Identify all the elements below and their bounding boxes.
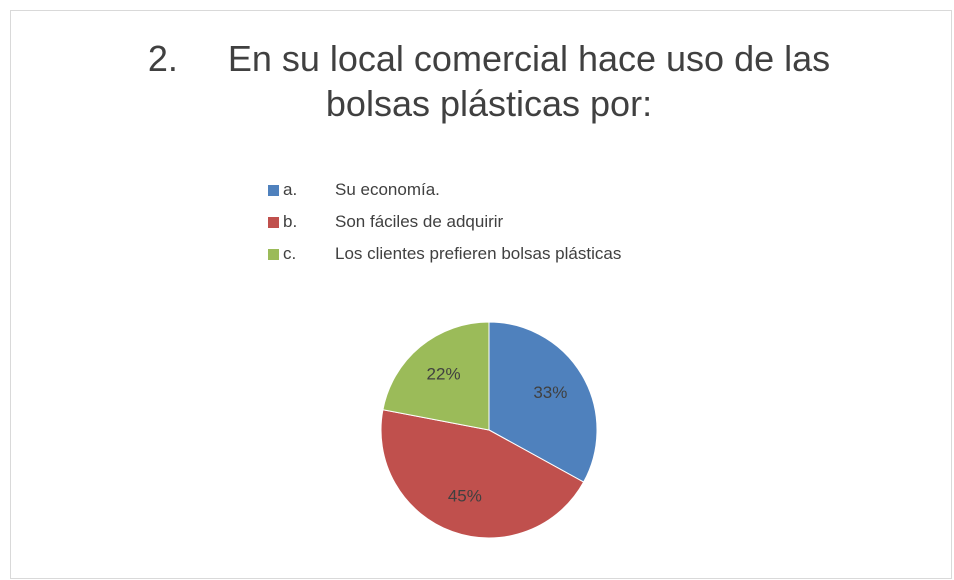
legend-label: b. Son fáciles de adquirir <box>283 212 504 231</box>
data-label: 33% <box>533 383 567 402</box>
legend-item: b. Son fáciles de adquirir <box>268 212 503 232</box>
legend-item: a. Su economía. <box>268 180 440 200</box>
legend-swatch <box>268 216 279 228</box>
chart-title: 2. En su local comercial hace uso de las… <box>147 38 841 124</box>
data-label: 45% <box>448 487 482 506</box>
legend-swatch <box>268 248 279 260</box>
legend-label: c. Los clientes prefieren bolsas plástic… <box>283 244 622 263</box>
chart-frame <box>10 10 952 579</box>
legend-swatch <box>268 184 279 196</box>
pie-slice <box>382 321 490 431</box>
data-label: 22% <box>427 365 461 384</box>
pie-slice <box>488 321 598 483</box>
pie-slice <box>380 409 585 539</box>
legend-item: c. Los clientes prefieren bolsas plástic… <box>268 244 621 264</box>
legend-label: a. Su economía. <box>283 180 440 199</box>
